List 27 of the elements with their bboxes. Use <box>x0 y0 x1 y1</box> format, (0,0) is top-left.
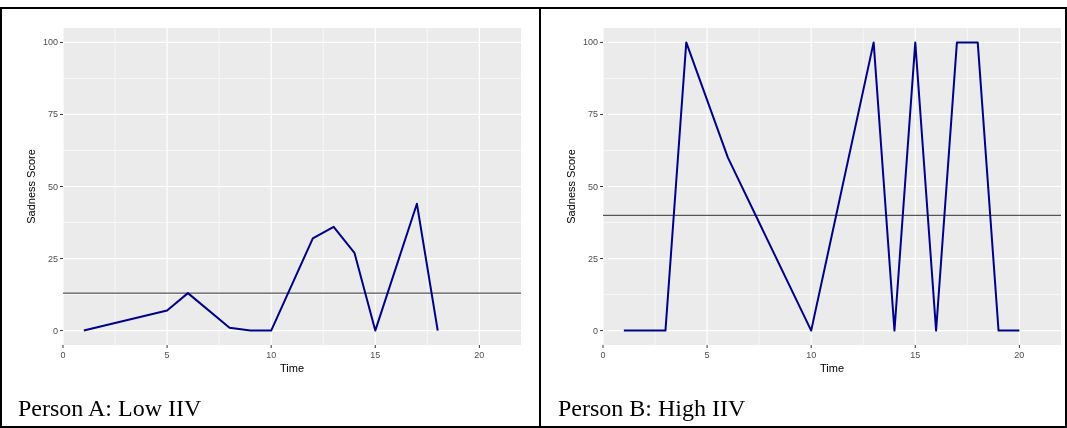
y-tick-label: 75 <box>47 109 58 120</box>
x-axis-title: Time <box>819 362 845 374</box>
x-tick-label: 10 <box>266 350 277 360</box>
y-tick-label: 25 <box>47 253 58 264</box>
y-tick-label: 100 <box>582 37 598 48</box>
y-tick-label: 25 <box>587 253 598 264</box>
y-axis-title: Sadness Score <box>565 149 577 224</box>
y-axis-title: Sadness Score <box>25 149 37 224</box>
text: Person A: Low IIV <box>18 395 202 421</box>
y-tick-label: 50 <box>47 181 58 192</box>
y-tick-label: 75 <box>587 109 598 120</box>
x-tick-label: 0 <box>60 350 66 360</box>
x-tick-label: 15 <box>910 350 921 360</box>
x-tick-label: 15 <box>370 350 381 360</box>
y-tick-label: 0 <box>592 325 598 336</box>
x-tick-label: 20 <box>1014 350 1025 360</box>
x-tick-label: 10 <box>806 350 817 360</box>
y-tick-label: 100 <box>42 37 58 48</box>
x-axis-title: Time <box>279 362 305 374</box>
x-tick-label: 20 <box>474 350 485 360</box>
x-tick-label: 5 <box>704 350 710 360</box>
y-tick-label: 50 <box>587 181 598 192</box>
x-tick-label: 0 <box>600 350 606 360</box>
line-series <box>82 202 439 332</box>
y-tick-label: 0 <box>52 325 58 336</box>
x-tick-label: 5 <box>164 350 170 360</box>
text: Person B: High IIV <box>558 395 746 421</box>
